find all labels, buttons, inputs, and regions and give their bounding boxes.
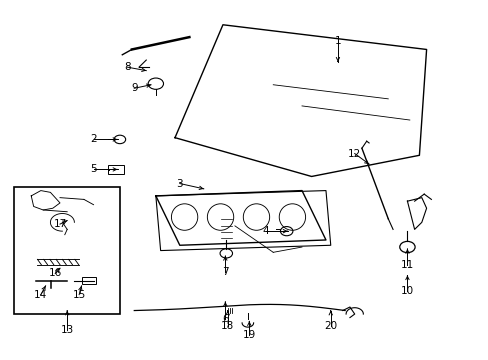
Text: 6: 6	[222, 314, 228, 324]
Bar	[15, 187, 120, 314]
Text: 18: 18	[221, 321, 234, 332]
Text: 4: 4	[262, 226, 269, 236]
Text: 12: 12	[347, 149, 361, 158]
Text: 19: 19	[242, 330, 255, 340]
Text: 17: 17	[53, 219, 66, 229]
Text: 11: 11	[400, 260, 413, 270]
Text: 15: 15	[72, 290, 85, 300]
Text: 3: 3	[176, 179, 183, 189]
Text: 7: 7	[222, 267, 228, 277]
Text: 16: 16	[48, 269, 61, 279]
Text: 8: 8	[123, 62, 130, 72]
Text: 14: 14	[34, 290, 47, 300]
Text: 5: 5	[90, 165, 97, 174]
Text: 9: 9	[131, 83, 137, 93]
Text: 20: 20	[324, 321, 337, 332]
Text: 2: 2	[90, 134, 97, 144]
Bar	[81, 277, 96, 284]
Text: 13: 13	[61, 325, 74, 335]
Text: 1: 1	[334, 36, 341, 46]
FancyBboxPatch shape	[108, 165, 123, 174]
Text: 10: 10	[400, 286, 413, 296]
